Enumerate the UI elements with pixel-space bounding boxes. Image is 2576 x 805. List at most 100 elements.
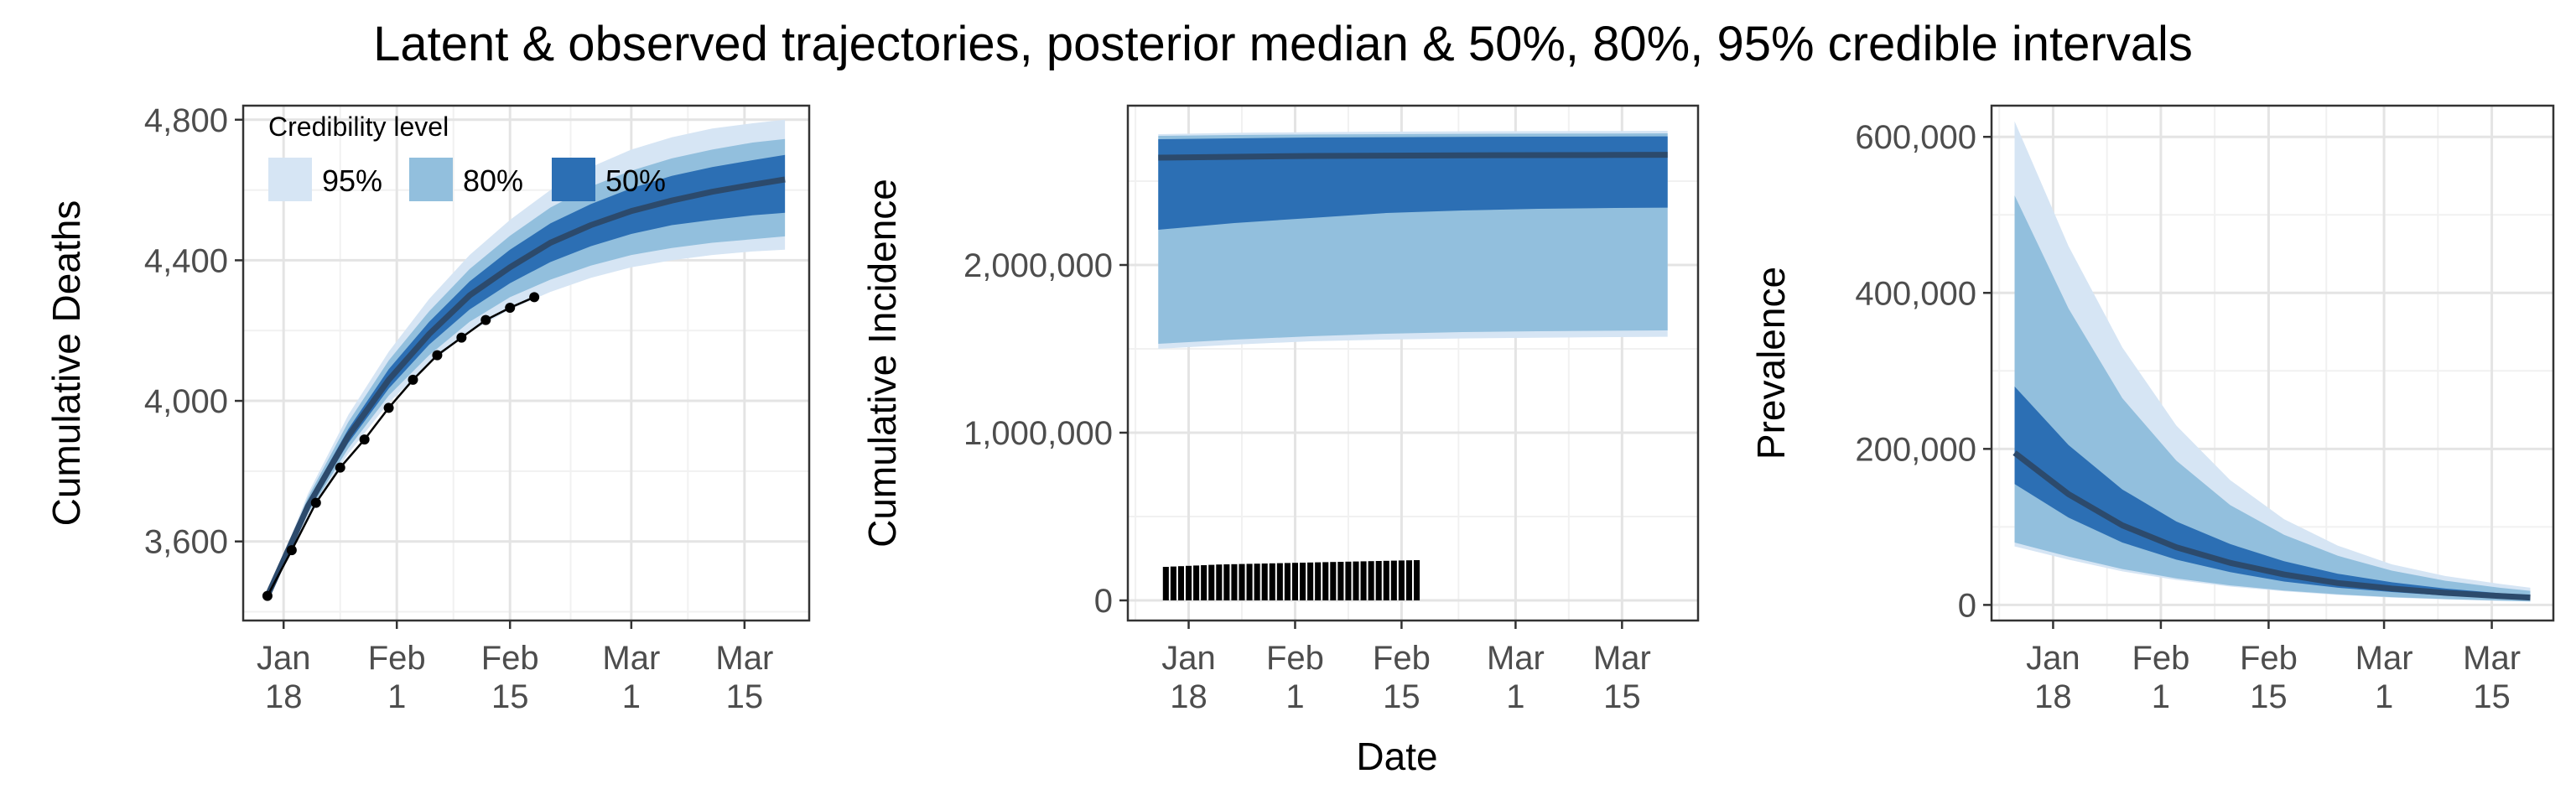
observed-bar [1276, 563, 1283, 600]
y-axis-label: Cumulative Deaths [44, 200, 88, 527]
band-80 [2014, 195, 2531, 602]
x-tick-label: Feb [2240, 640, 2298, 677]
x-tick-label: 1 [2375, 678, 2393, 715]
x-tick-label: Feb [1373, 640, 1431, 677]
observed-bar [1269, 563, 1275, 600]
legend-title: Credibility level [268, 112, 449, 142]
plot-border [242, 104, 811, 622]
plot-border [1126, 104, 1700, 622]
x-tick-label: 1 [622, 678, 641, 715]
x-tick-label: Jan [1161, 640, 1216, 677]
x-tick-label: 15 [1383, 678, 1420, 715]
observed-point [359, 434, 370, 445]
legend-key-ci80 [409, 158, 453, 201]
legend: Credibility level 95% 80% 50% [268, 112, 666, 201]
observed-bar [1284, 563, 1291, 600]
band-50 [2014, 386, 2531, 600]
y-tick-label: 200,000 [1855, 431, 1976, 468]
observed-bar [1193, 565, 1200, 600]
observed-bar [1390, 560, 1397, 600]
observed-bar [1345, 561, 1352, 600]
x-tick-label: Mar [2355, 640, 2413, 677]
observed-bar [1185, 565, 1192, 600]
observed-bar [1162, 567, 1169, 600]
x-tick-label: 15 [2473, 678, 2511, 715]
observed-bar [1261, 564, 1268, 600]
observed-bar [1291, 563, 1299, 600]
observed-point [456, 332, 467, 343]
observed-bar [1254, 564, 1260, 600]
y-tick-label: 4,000 [144, 383, 228, 420]
legend-key-ci95 [268, 158, 312, 201]
panel-cumulative-incidence: Jan18Feb1Feb15Mar1Mar1501,000,0002,000,0… [860, 104, 1700, 715]
observed-bar [1360, 561, 1367, 600]
x-tick-label: 18 [2034, 678, 2072, 715]
x-tick-label: Jan [2026, 640, 2080, 677]
x-tick-label: Mar [1487, 640, 1545, 677]
observed-point [286, 545, 297, 556]
y-axis-label: Cumulative Incidence [860, 179, 904, 548]
observed-point [408, 374, 418, 385]
panel-prevalence: Jan18Feb1Feb15Mar1Mar150200,000400,00060… [1749, 104, 2555, 715]
plot-border [1990, 104, 2555, 622]
y-axis-label: Prevalence [1749, 267, 1793, 460]
median-line [264, 176, 786, 598]
legend-label: 95% [322, 164, 382, 198]
observed-bar [1330, 562, 1337, 600]
observed-bar [1223, 564, 1230, 600]
observed-bar [1201, 565, 1208, 600]
observed-point [262, 590, 273, 601]
band-50 [267, 154, 786, 596]
x-tick-label: 15 [1603, 678, 1641, 715]
y-tick-label: 4,400 [144, 242, 228, 279]
median-line [1158, 152, 1668, 161]
observed-bar [1208, 564, 1215, 600]
x-tick-label: 1 [387, 678, 406, 715]
x-tick-label: 18 [1170, 678, 1208, 715]
y-tick-label: 1,000,000 [963, 415, 1113, 452]
observed-bar [1231, 564, 1238, 600]
observed-point [335, 462, 345, 473]
observed-bar [1375, 561, 1382, 600]
observed-bar [1405, 560, 1413, 600]
y-tick-label: 400,000 [1855, 275, 1976, 312]
observed-point [505, 302, 516, 313]
x-tick-label: 15 [491, 678, 529, 715]
observed-point [480, 314, 491, 325]
y-tick-label: 4,800 [144, 102, 228, 139]
observed-point [383, 402, 394, 413]
x-axis-label: Date [1356, 735, 1437, 778]
x-tick-label: Feb [481, 640, 539, 677]
observed-bar [1337, 562, 1344, 600]
legend-label: 80% [463, 164, 523, 198]
panel-cumulative-deaths: Jan18Feb1Feb15Mar1Mar153,6004,0004,4004,… [44, 102, 811, 715]
x-tick-label: 18 [265, 678, 303, 715]
legend-key-ci50 [552, 158, 595, 201]
observed-point [310, 497, 321, 508]
y-tick-label: 0 [1094, 583, 1113, 620]
y-tick-label: 3,600 [144, 524, 228, 561]
x-tick-label: Feb [2132, 640, 2189, 677]
x-tick-label: 15 [2250, 678, 2288, 715]
observed-bar [1322, 562, 1329, 600]
observed-bar [1315, 562, 1322, 600]
x-tick-label: Jan [257, 640, 311, 677]
y-tick-label: 2,000,000 [963, 247, 1113, 284]
band-50 [1158, 136, 1668, 230]
x-tick-label: Feb [1266, 640, 1324, 677]
x-tick-label: Mar [715, 640, 773, 677]
x-tick-label: Mar [1593, 640, 1651, 677]
x-tick-label: 1 [1506, 678, 1524, 715]
chart-title: Latent & observed trajectories, posterio… [373, 17, 2193, 71]
x-tick-label: 15 [726, 678, 764, 715]
x-tick-label: Mar [2463, 640, 2521, 677]
median-line [2012, 450, 2531, 601]
observed-bar [1368, 561, 1374, 600]
x-tick-label: Feb [368, 640, 426, 677]
observed-bar [1246, 564, 1253, 600]
observed-bar [1413, 560, 1420, 600]
observed-bar [1383, 560, 1389, 600]
y-tick-label: 0 [1958, 587, 1976, 624]
observed-bar [1353, 561, 1359, 600]
